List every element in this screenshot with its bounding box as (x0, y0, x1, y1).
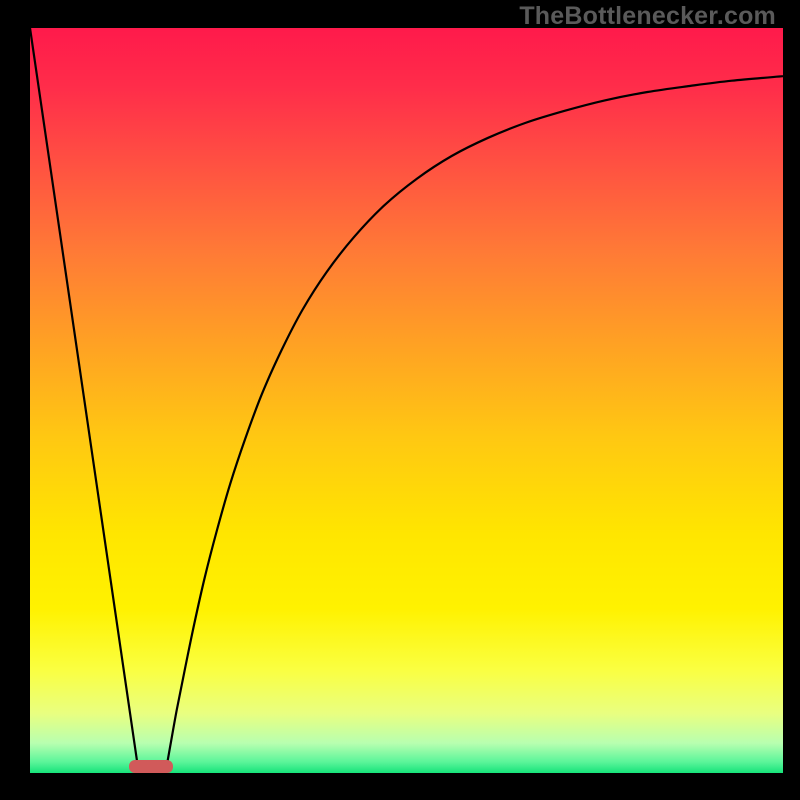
curve-left-segment (30, 28, 140, 773)
bottleneck-curve (30, 28, 783, 773)
recommended-range-marker (129, 760, 173, 773)
curve-right-segment (164, 76, 783, 773)
plot-area (30, 28, 783, 773)
watermark-text: TheBottlenecker.com (519, 2, 776, 31)
